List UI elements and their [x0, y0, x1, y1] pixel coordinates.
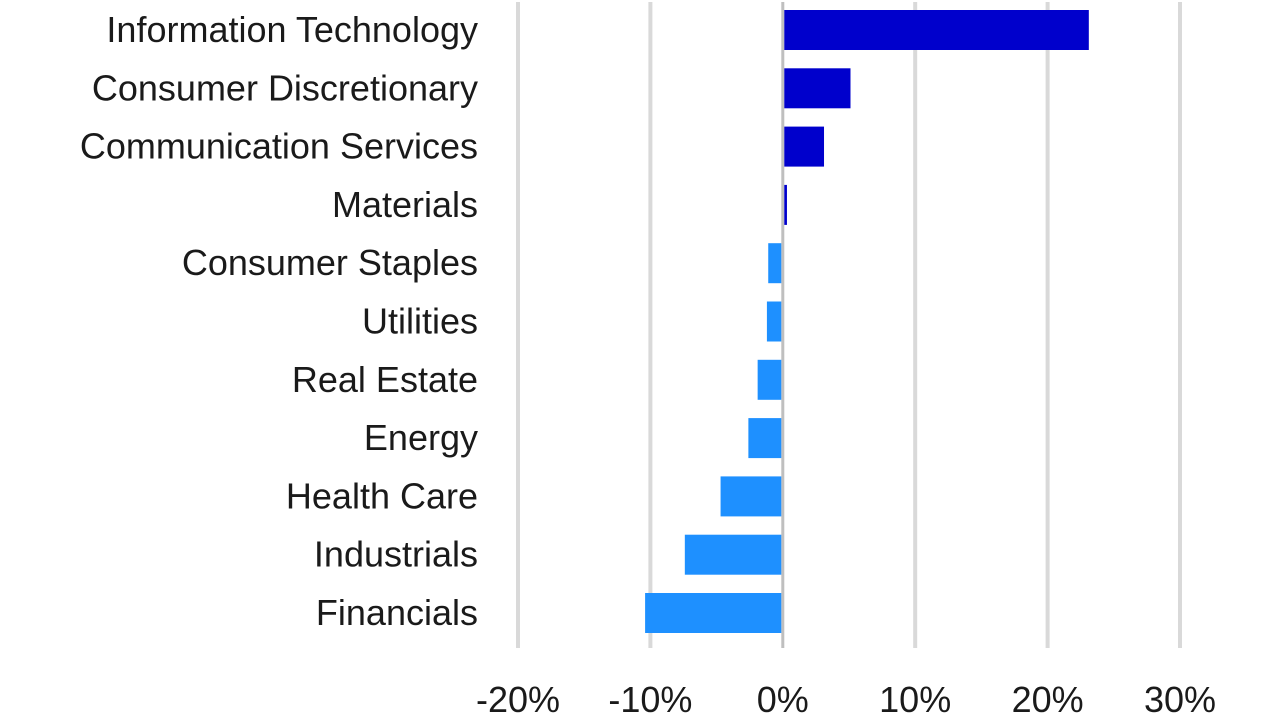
bar-energy: [748, 418, 782, 459]
category-label: Information Technology: [106, 9, 478, 50]
x-tick-label: -10%: [608, 679, 692, 720]
bar-utilities: [766, 301, 782, 342]
gridlines: [516, 2, 1182, 648]
bar-materials: [784, 184, 787, 225]
bar-consumer-discretionary: [784, 68, 851, 109]
category-label: Materials: [332, 184, 478, 225]
x-tick-label: -20%: [476, 679, 560, 720]
bar-industrials: [684, 534, 782, 575]
category-label: Health Care: [286, 475, 478, 516]
bar-consumer-staples: [768, 243, 782, 284]
x-tick-label: 0%: [757, 679, 809, 720]
category-label: Financials: [316, 592, 478, 633]
x-tick-label: 30%: [1144, 679, 1216, 720]
bar-communication-services: [784, 126, 825, 167]
bar-financials: [645, 593, 782, 633]
category-labels: Information Technology Consumer Discretio…: [80, 9, 478, 633]
category-label: Utilities: [362, 301, 478, 342]
bars: [645, 10, 1089, 633]
x-tick-label: 20%: [1012, 679, 1084, 720]
bar-real-estate: [757, 359, 782, 400]
category-label: Real Estate: [292, 359, 478, 400]
category-label: Industrials: [314, 534, 478, 575]
x-tick-labels: -20% -10% 0% 10% 20% 30%: [476, 679, 1216, 720]
category-label: Consumer Discretionary: [92, 67, 478, 108]
category-label: Energy: [364, 417, 478, 458]
bar-health-care: [720, 476, 782, 517]
category-label: Consumer Staples: [182, 242, 478, 283]
category-label: Communication Services: [80, 126, 478, 167]
bar-information-technology: [784, 10, 1089, 50]
x-tick-label: 10%: [879, 679, 951, 720]
